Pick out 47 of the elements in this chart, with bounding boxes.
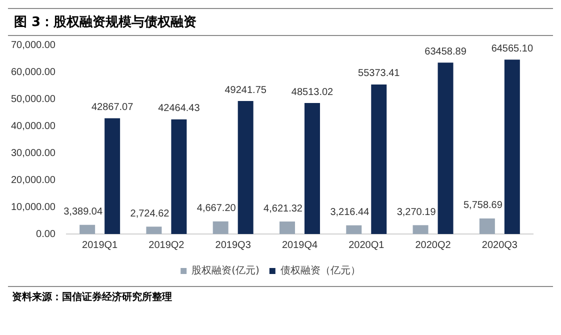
- x-tick-label: 2019Q3: [215, 240, 252, 251]
- legend-label: 债权融资（亿元）: [280, 264, 360, 277]
- bar: [504, 60, 520, 234]
- data-label: 3,389.04: [64, 206, 103, 218]
- bar: [280, 222, 295, 234]
- bar: [479, 218, 495, 234]
- bar: [104, 118, 120, 234]
- data-label: 3,216.44: [330, 207, 370, 218]
- y-tick-label: 70,000.00: [10, 40, 56, 51]
- text: 资料来源：国信证券经济研究所整理: [8, 286, 553, 307]
- data-label: 42464.43: [158, 103, 200, 114]
- y-tick-label: 10,000.00: [10, 202, 56, 213]
- bar: [171, 119, 187, 234]
- bar: [371, 84, 387, 234]
- bar: [438, 62, 454, 234]
- bar: [238, 101, 254, 234]
- data-label: 64565.10: [491, 43, 534, 54]
- data-label: 55373.41: [358, 68, 400, 80]
- legend-label: 股权融资(亿元): [192, 264, 260, 277]
- data-label: 48513.02: [291, 86, 334, 98]
- y-tick-label: 50,000.00: [10, 94, 56, 105]
- data-label: 2,724.62: [130, 208, 170, 220]
- x-tick-label: 2019Q1: [82, 240, 118, 251]
- data-label: 3,270.19: [396, 206, 436, 218]
- data-label: 5,758.69: [463, 200, 503, 212]
- data-label: 42867.07: [91, 102, 134, 114]
- bar: [304, 103, 320, 234]
- chart-title: 图 3：股权融资规模与债权融资: [8, 8, 553, 36]
- x-tick-label: 2020Q3: [482, 240, 518, 251]
- x-tick-label: 2019Q2: [148, 240, 185, 251]
- y-tick-label: 20,000.00: [10, 174, 56, 186]
- bar: [346, 225, 362, 234]
- x-tick-label: 2020Q2: [415, 240, 452, 251]
- y-tick-label: 60,000.00: [10, 66, 56, 78]
- data-label: 4,667.20: [196, 203, 236, 214]
- x-tick-label: 2020Q1: [348, 240, 385, 251]
- data-label: 4,621.32: [264, 203, 303, 214]
- data-label: 49241.75: [224, 84, 267, 96]
- x-tick-label: 2019Q4: [282, 240, 318, 251]
- bar: [212, 221, 228, 234]
- data-label: 63458.89: [424, 46, 467, 58]
- bar: [80, 224, 96, 234]
- bar: [412, 225, 428, 234]
- bar: [146, 226, 162, 234]
- y-tick-label: 40,000.00: [10, 120, 56, 132]
- y-tick-label: 30,000.00: [10, 148, 56, 159]
- y-tick-label: 0.00: [36, 228, 56, 240]
